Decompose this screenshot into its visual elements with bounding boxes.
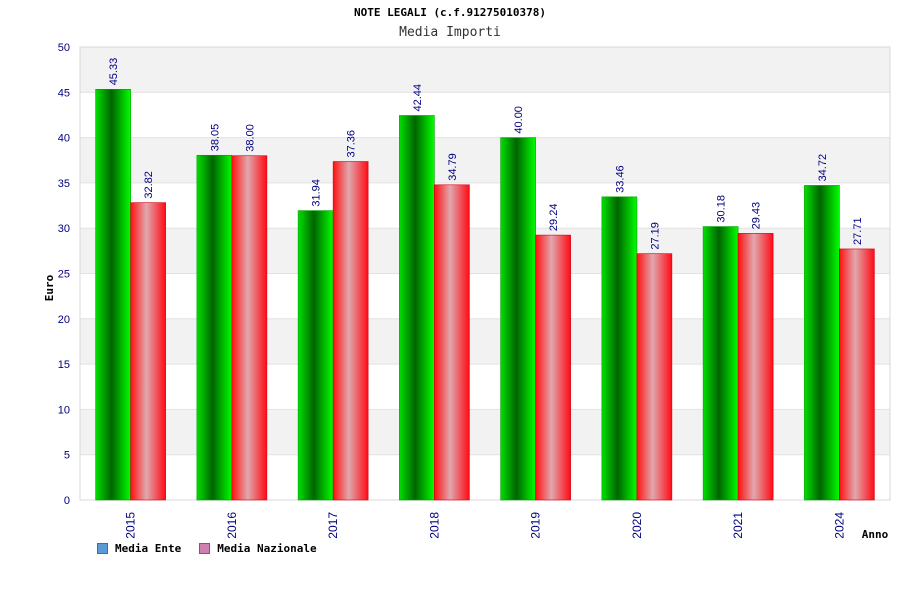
y-tick-label: 30 [58,223,70,235]
x-tick-label: 2017 [326,512,340,539]
bar-media-ente-2016 [196,154,233,501]
legend-swatch-media-nazionale [199,543,211,554]
x-tick-label: 2018 [427,512,441,539]
y-tick-label: 35 [58,178,70,190]
x-tick-label: 2015 [124,512,138,539]
y-tick-label: 20 [58,314,70,326]
bar-media-nazionale-2016 [231,155,268,501]
data-label: 29.24 [548,204,560,232]
legend: Media Ente Media Nazionale [97,542,317,555]
data-label: 38.05 [209,124,221,152]
legend-item-media-ente: Media Ente [97,542,181,555]
y-axis-ticks: 0 5 10 15 20 25 30 35 40 45 50 [58,42,70,507]
chart-subtitle: Media Importi [399,25,501,40]
x-tick-label: 2019 [529,512,543,539]
x-tick-label: 2021 [731,512,745,539]
x-tick-label: 2020 [630,512,644,539]
y-tick-label: 15 [58,359,70,371]
bar-media-nazionale-2019 [535,234,571,501]
legend-swatch-media-ente [97,543,108,554]
bar-media-ente-2018 [399,115,435,501]
bar-media-ente-2019 [500,137,536,501]
bar-media-nazionale-2018 [434,184,470,501]
data-label: 27.19 [649,222,661,250]
data-label: 31.94 [311,179,323,207]
data-label: 45.33 [108,58,120,86]
data-label: 38.00 [244,124,256,152]
bar-media-ente-2017 [297,210,334,501]
bars-group [95,89,875,501]
bar-media-nazionale-2020 [636,253,673,501]
bar-media-ente-2021 [702,226,739,501]
data-labels-group: 45.33 32.82 38.05 38.00 31.94 37.36 42.44 34.79… [108,58,864,250]
bar-media-ente-2024 [804,185,840,501]
bar-media-nazionale-2015 [130,202,166,501]
data-label: 32.82 [143,171,155,199]
y-tick-label: 0 [64,495,70,507]
legend-label-media-nazionale: Media Nazionale [217,542,317,555]
data-label: 34.79 [447,153,459,181]
chart-title: NOTE LEGALI (c.f.91275010378) [353,6,547,19]
data-label: 30.18 [716,195,728,223]
bar-media-ente-2015 [95,89,131,501]
grid-band [80,47,890,93]
y-axis-label: Euro [43,274,56,301]
data-label: 33.46 [614,165,626,193]
y-tick-label: 45 [58,87,70,99]
y-tick-label: 50 [58,42,70,54]
bar-media-nazionale-2024 [839,248,875,501]
plot-frame [79,46,891,501]
grid-band [80,92,890,138]
data-label: 40.00 [513,106,525,134]
data-label: 37.36 [346,130,358,158]
bar-media-nazionale-2017 [332,161,369,501]
data-label: 29.43 [751,202,763,230]
y-tick-label: 25 [58,269,70,281]
x-axis-ticks: 2015 2016 2017 2018 2019 2020 2021 2024 [124,512,847,539]
data-label: 34.72 [817,154,829,182]
data-label: 27.71 [852,217,864,245]
y-tick-label: 10 [58,404,70,416]
data-label: 42.44 [412,84,424,112]
bar-media-nazionale-2021 [737,233,774,501]
x-tick-label: 2016 [225,512,239,539]
y-tick-label: 40 [58,133,70,145]
bar-media-ente-2020 [601,196,638,501]
x-tick-label: 2024 [832,512,846,539]
y-tick-label: 5 [64,450,70,462]
x-axis-label: Anno [862,528,889,541]
legend-item-media-nazionale: Media Nazionale [199,542,317,555]
legend-label-media-ente: Media Ente [115,542,182,555]
